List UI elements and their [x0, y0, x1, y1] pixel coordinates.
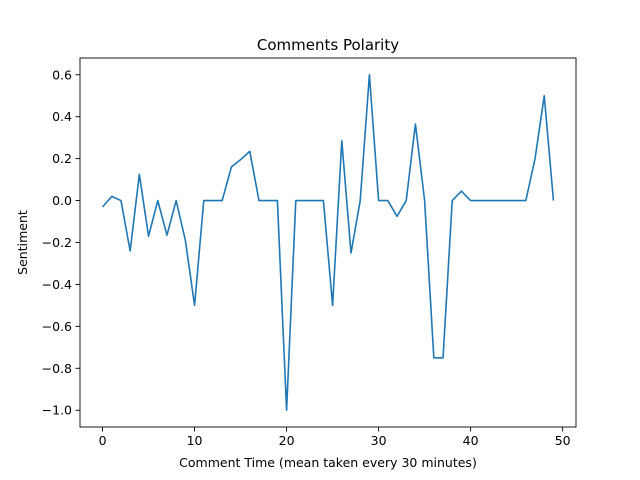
series-line-0 [101, 73, 555, 412]
x-tick-label: 50 [555, 433, 571, 448]
x-tick-label: 20 [279, 433, 295, 448]
x-axis-title: Comment Time (mean taken every 30 minute… [179, 455, 477, 470]
x-tick-label: 0 [99, 433, 107, 448]
y-tick-label: −0.4 [42, 277, 72, 292]
x-axis: 0 10 20 30 40 50 [99, 427, 571, 448]
y-axis: −1.0 −0.8 −0.6 −0.4 −0.2 0.0 0.2 0.4 0.6 [42, 67, 80, 418]
y-tick-label: 0.6 [52, 67, 72, 82]
series-layer [101, 73, 555, 412]
y-tick-label: −0.8 [42, 361, 72, 376]
y-tick-label: −0.2 [42, 235, 72, 250]
x-tick-label: 30 [371, 433, 387, 448]
y-tick-label: −0.6 [42, 319, 72, 334]
y-tick-label: 0.2 [52, 151, 72, 166]
plot-frame [79, 57, 577, 428]
y-tick-label: 0.4 [52, 109, 72, 124]
y-axis-title: Sentiment [15, 210, 30, 275]
plot-area [80, 58, 576, 427]
x-tick-label: 10 [187, 433, 203, 448]
chart-title: Comments Polarity [257, 36, 399, 54]
x-tick-label: 40 [463, 433, 479, 448]
y-tick-label: −1.0 [42, 403, 72, 418]
y-tick-label: 0.0 [52, 193, 72, 208]
